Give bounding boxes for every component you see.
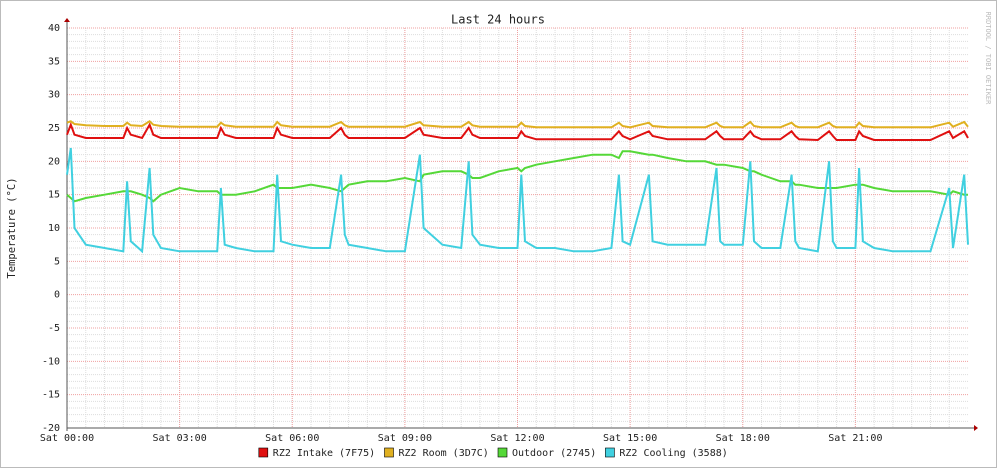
y-tick-label: -10 bbox=[42, 356, 60, 367]
axis-arrow bbox=[64, 18, 70, 22]
x-tick-label: Sat 00:00 bbox=[40, 433, 94, 444]
y-tick-label: 5 bbox=[54, 256, 60, 267]
series-line bbox=[66, 121, 969, 142]
y-tick-label: 30 bbox=[48, 90, 60, 101]
side-text: RRDTOOL / TOBI OETIKER bbox=[984, 12, 992, 106]
x-tick-label: Sat 03:00 bbox=[153, 433, 207, 444]
legend-swatch bbox=[258, 447, 269, 458]
legend-swatch bbox=[605, 447, 615, 458]
legend-swatch bbox=[384, 447, 394, 458]
series-line bbox=[66, 147, 969, 254]
legend-label: RZ2 Cooling (3588) bbox=[619, 448, 727, 459]
y-axis-label: Temperature (°C) bbox=[6, 177, 18, 278]
y-tick-label: 0 bbox=[54, 290, 60, 301]
x-tick-label: Sat 18:00 bbox=[716, 433, 770, 444]
legend-label: Outdoor (2745) bbox=[512, 448, 596, 459]
x-tick-label: Sat 15:00 bbox=[603, 433, 657, 444]
x-tick-label: Sat 12:00 bbox=[490, 433, 544, 444]
y-tick-label: -20 bbox=[42, 423, 60, 434]
y-tick-label: 10 bbox=[48, 223, 60, 234]
y-tick-label: 40 bbox=[48, 23, 60, 34]
y-tick-label: -5 bbox=[48, 323, 60, 334]
y-tick-label: 35 bbox=[48, 56, 60, 67]
y-tick-label: 20 bbox=[48, 156, 60, 167]
y-tick-label: 25 bbox=[48, 123, 60, 134]
legend-label: RZ2 Intake (7F75) bbox=[273, 448, 375, 459]
x-tick-label: Sat 06:00 bbox=[265, 433, 319, 444]
legend-swatch bbox=[497, 447, 508, 458]
axis-arrow bbox=[974, 425, 978, 431]
series-line bbox=[66, 120, 969, 129]
chart-title: Last 24 hours bbox=[451, 13, 545, 27]
x-tick-label: Sat 21:00 bbox=[828, 433, 882, 444]
x-tick-label: Sat 09:00 bbox=[378, 433, 432, 444]
legend-label: RZ2 Room (3D7C) bbox=[399, 448, 489, 459]
y-tick-label: 15 bbox=[48, 190, 60, 201]
y-tick-label: -15 bbox=[42, 390, 60, 401]
